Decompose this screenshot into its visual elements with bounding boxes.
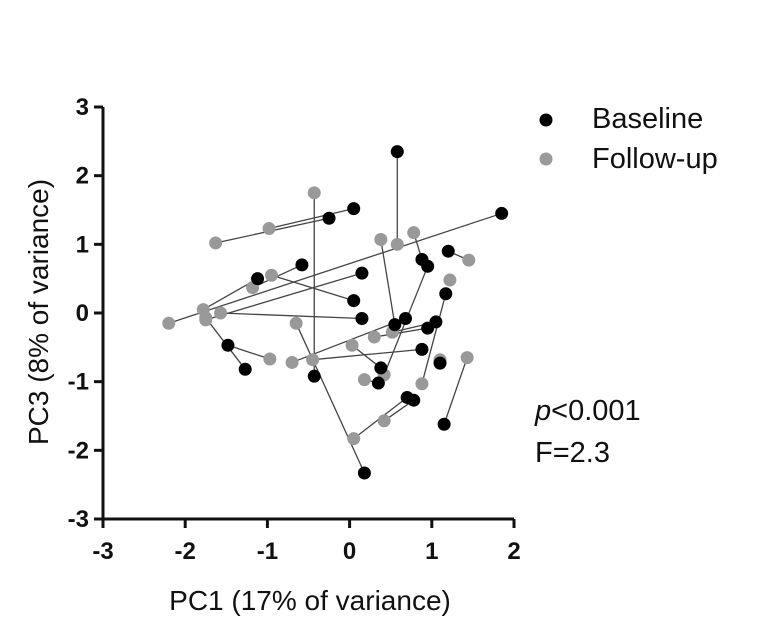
baseline-point xyxy=(355,266,369,280)
pair-connector-line xyxy=(168,212,502,324)
followup-point xyxy=(357,373,371,387)
followup-point xyxy=(345,338,359,352)
followup-point xyxy=(289,316,303,330)
baseline-point xyxy=(407,393,421,407)
followup-point xyxy=(347,432,361,446)
legend-followup-label: Follow-up xyxy=(592,143,718,175)
legend-baseline-marker xyxy=(539,113,553,127)
followup-point xyxy=(407,226,421,240)
followup-point xyxy=(443,273,457,287)
baseline-point xyxy=(398,311,412,325)
baseline-point xyxy=(374,361,388,375)
baseline-point xyxy=(441,244,455,258)
followup-point xyxy=(265,268,279,282)
y-tick-label: 1 xyxy=(76,231,89,258)
baseline-point xyxy=(347,202,361,216)
pair-connector-line xyxy=(220,312,362,320)
x-tick-label: -1 xyxy=(257,538,278,565)
baseline-point xyxy=(371,376,385,390)
pair-connector-line xyxy=(443,357,468,425)
followup-point xyxy=(263,352,277,366)
baseline-point xyxy=(295,258,309,272)
baseline-point xyxy=(357,466,371,480)
legend-baseline-label: Baseline xyxy=(592,103,703,135)
p-symbol: p xyxy=(534,395,551,427)
baseline-point xyxy=(307,369,321,383)
followup-point xyxy=(374,233,388,247)
baseline-point xyxy=(355,311,369,325)
baseline-point xyxy=(347,294,361,308)
baseline-point xyxy=(421,259,435,273)
followup-point xyxy=(162,316,176,330)
followup-point xyxy=(377,414,391,428)
baseline-point xyxy=(238,362,252,376)
pair-connector-line xyxy=(271,274,354,302)
followup-point xyxy=(262,222,276,236)
data-points xyxy=(162,145,509,480)
legend-followup-marker xyxy=(539,152,553,166)
pair-connector-line xyxy=(374,327,428,338)
pair-connector-line xyxy=(380,239,396,325)
followup-point xyxy=(307,186,321,200)
followup-point xyxy=(285,355,299,369)
followup-point xyxy=(199,311,213,325)
pair-connector-line xyxy=(268,207,354,230)
y-tick-label: -3 xyxy=(68,506,89,533)
pair-connector-line xyxy=(227,344,271,360)
followup-point xyxy=(306,353,320,367)
p-value-annotation: p<0.001 xyxy=(534,395,641,427)
followup-point xyxy=(390,237,404,251)
baseline-point xyxy=(390,145,404,159)
x-axis-title: PC1 (17% of variance) xyxy=(169,585,451,616)
y-tick-label: -1 xyxy=(68,369,89,396)
followup-point xyxy=(462,253,476,267)
y-tick-label: 3 xyxy=(76,94,89,121)
baseline-point xyxy=(221,338,235,352)
x-tick-label: 0 xyxy=(343,538,356,565)
followup-point xyxy=(367,330,381,344)
p-value: <0.001 xyxy=(551,395,641,427)
y-tick-label: -2 xyxy=(68,437,89,464)
pair-connector-line xyxy=(295,323,365,474)
baseline-point xyxy=(322,211,336,225)
pair-connector-line xyxy=(312,348,422,361)
baseline-point xyxy=(437,417,451,431)
followup-point xyxy=(214,306,228,320)
y-axis-title: PC3 (8% of variance) xyxy=(23,179,54,445)
baseline-point xyxy=(439,287,453,301)
pair-connector-line xyxy=(205,272,363,321)
x-tick-label: -3 xyxy=(92,538,113,565)
baseline-point xyxy=(388,318,402,332)
baseline-point xyxy=(415,342,429,356)
y-tick-label: 0 xyxy=(76,300,89,327)
x-tick-label: 2 xyxy=(507,538,520,565)
pair-connector-line xyxy=(421,293,447,384)
x-tick-label: 1 xyxy=(425,538,438,565)
baseline-point xyxy=(433,356,447,370)
f-stat-annotation: F=2.3 xyxy=(535,437,610,469)
axes: -3 -2 -1 0 1 2 -3 -2 -1 0 1 2 3 xyxy=(68,94,521,565)
followup-point xyxy=(415,377,429,391)
legend: Baseline Follow-up xyxy=(539,103,718,175)
baseline-point xyxy=(495,206,509,220)
followup-point xyxy=(209,236,223,250)
followup-point xyxy=(460,351,474,365)
baseline-point xyxy=(251,272,265,286)
y-tick-label: 2 xyxy=(76,163,89,190)
x-tick-label: -2 xyxy=(175,538,196,565)
baseline-point xyxy=(429,315,443,329)
